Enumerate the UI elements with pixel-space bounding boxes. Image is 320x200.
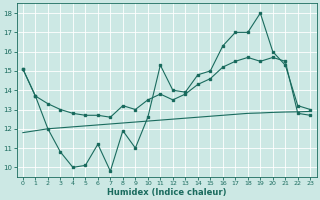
X-axis label: Humidex (Indice chaleur): Humidex (Indice chaleur) [107, 188, 226, 197]
